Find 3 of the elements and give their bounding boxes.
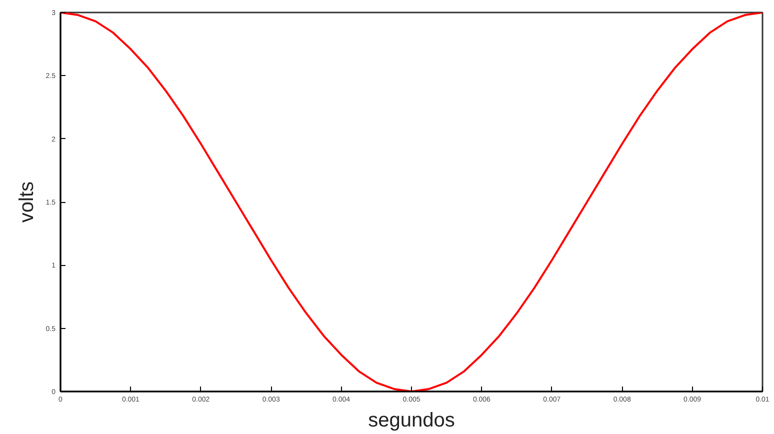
line-series (60, 12, 762, 392)
x-axis-title: segundos (368, 410, 455, 432)
y-axis-title: volts (16, 181, 38, 223)
